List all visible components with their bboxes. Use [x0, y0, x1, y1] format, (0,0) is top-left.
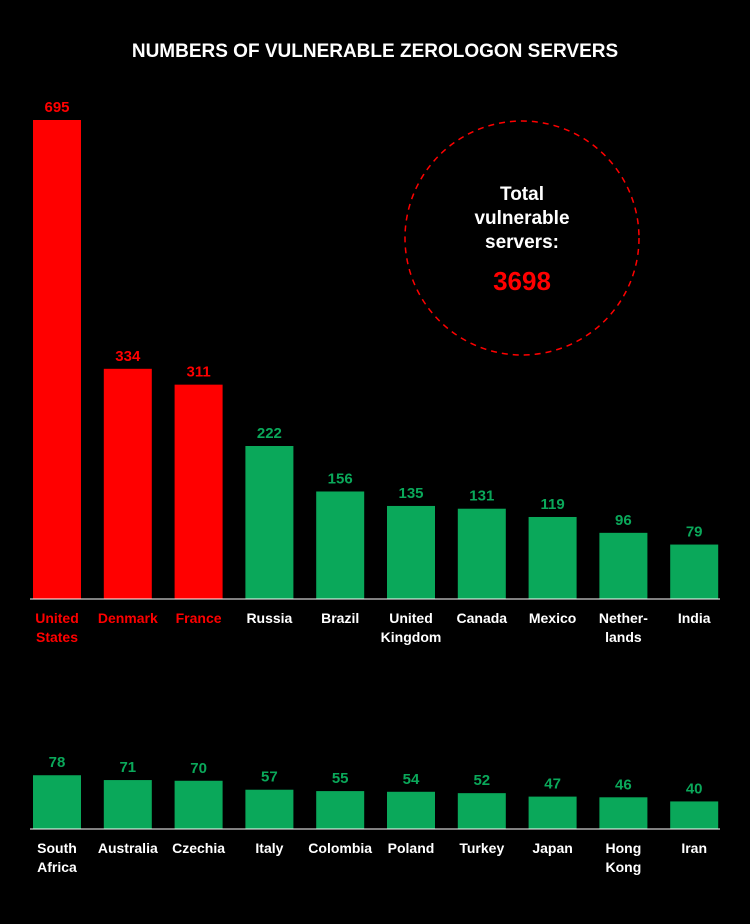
category-label: Australia [98, 840, 158, 856]
bar [33, 775, 81, 829]
category-label: United [389, 610, 433, 626]
bar-value-label: 131 [469, 488, 494, 505]
category-label: Russia [246, 610, 292, 626]
category-label: Kingdom [381, 629, 442, 645]
category-label: Italy [255, 840, 283, 856]
total-value: 3698 [493, 266, 551, 296]
bar-value-label: 334 [115, 348, 141, 365]
bar [457, 508, 506, 599]
category-label: Iran [681, 840, 707, 856]
bar-value-label: 70 [190, 760, 207, 777]
category-label: Colombia [308, 840, 372, 856]
bar-value-label: 119 [540, 496, 564, 513]
bar [670, 544, 719, 599]
bar [245, 445, 294, 599]
bar-value-label: 47 [544, 776, 561, 793]
bar [245, 789, 294, 829]
total-callout: Total vulnerable servers: 3698 [404, 120, 640, 356]
bar [457, 793, 506, 829]
category-label: Denmark [98, 610, 158, 626]
bar-value-label: 156 [328, 470, 353, 487]
total-label-line-2: vulnerable [474, 208, 569, 229]
bar [33, 120, 81, 599]
category-label: Nether- [599, 610, 648, 626]
total-label-line-1: Total [500, 184, 544, 205]
category-label: South [37, 840, 77, 856]
bar-value-label: 222 [257, 425, 282, 442]
chart-panel-2: 78 South Africa 71 Australia 70 Czechia 57 Italy… [30, 754, 720, 875]
bar [103, 780, 152, 829]
bar-value-label: 57 [261, 769, 278, 786]
bar [174, 780, 223, 829]
bar [103, 368, 152, 599]
bar [316, 491, 365, 599]
bar [387, 791, 435, 829]
category-label: lands [605, 629, 642, 645]
category-label: India [678, 610, 711, 626]
chart-panels: 695 United States 334 Denmark 311 France 222 Rus… [30, 99, 720, 875]
category-label: States [36, 629, 78, 645]
bar-value-label: 135 [398, 485, 423, 502]
bar [599, 532, 648, 599]
category-label: Japan [532, 840, 572, 856]
category-label: Kong [606, 859, 642, 875]
category-label: Czechia [172, 840, 225, 856]
category-label: Hong [606, 840, 642, 856]
category-label: Canada [457, 610, 508, 626]
bar-value-label: 695 [44, 99, 69, 116]
category-label: Poland [388, 840, 435, 856]
bar-value-label: 96 [615, 512, 632, 529]
bar [528, 796, 577, 829]
bar-value-label: 311 [186, 364, 210, 381]
bar-value-label: 79 [686, 524, 703, 541]
bar-value-label: 52 [473, 772, 490, 789]
chart-title: NUMBERS OF VULNERABLE ZEROLOGON SERVERS [132, 41, 618, 62]
category-label: Africa [37, 859, 77, 875]
total-callout-circle [404, 120, 640, 356]
bar-value-label: 46 [615, 776, 632, 793]
category-label: United [35, 610, 79, 626]
bar-value-label: 55 [332, 770, 349, 787]
bar-value-label: 78 [49, 754, 66, 771]
bar [387, 505, 435, 599]
bar [174, 384, 223, 599]
category-label: Brazil [321, 610, 359, 626]
bar-value-label: 40 [686, 780, 703, 797]
category-label: France [176, 610, 222, 626]
bar [316, 791, 365, 829]
bar [599, 797, 648, 829]
category-label: Mexico [529, 610, 576, 626]
bar-value-label: 71 [119, 759, 136, 776]
bar-value-label: 54 [403, 771, 420, 788]
chart-panel-1: 695 United States 334 Denmark 311 France 222 Rus… [30, 99, 720, 645]
bar [528, 516, 577, 599]
total-label-line-3: servers: [485, 232, 559, 253]
bar [670, 801, 719, 829]
category-label: Turkey [459, 840, 504, 856]
